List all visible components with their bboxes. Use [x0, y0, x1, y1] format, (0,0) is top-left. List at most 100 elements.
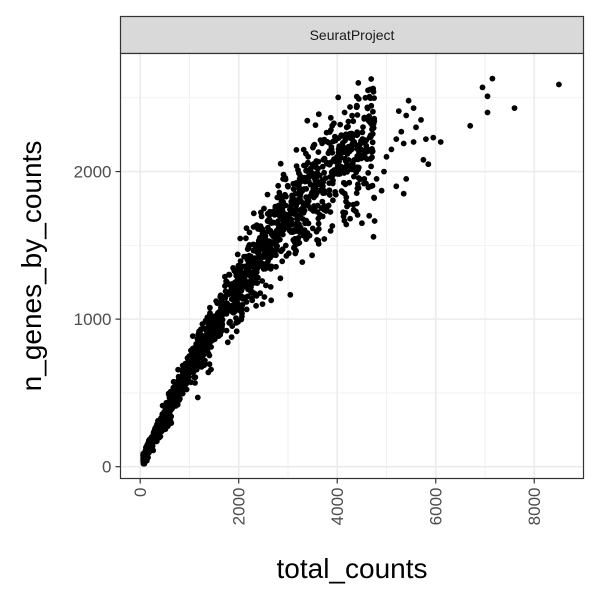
- data-point: [156, 424, 163, 431]
- data-point: [259, 253, 266, 260]
- data-point: [234, 251, 241, 258]
- data-point: [250, 256, 257, 263]
- data-point: [425, 161, 432, 168]
- data-point: [277, 275, 284, 282]
- data-point: [269, 239, 275, 245]
- data-point: [479, 84, 486, 91]
- axis-ticks: [115, 170, 535, 484]
- data-point: [378, 187, 385, 194]
- data-point: [326, 129, 333, 135]
- data-point: [355, 175, 362, 181]
- data-point: [315, 165, 321, 172]
- data-point: [295, 235, 302, 241]
- data-point: [369, 126, 375, 133]
- data-point: [145, 448, 152, 455]
- data-point: [355, 80, 362, 86]
- data-point: [290, 186, 297, 193]
- data-point: [301, 227, 308, 234]
- data-point: [369, 117, 376, 124]
- data-point: [212, 320, 219, 326]
- data-point: [273, 246, 280, 252]
- data-point: [164, 420, 171, 427]
- data-point: [200, 348, 207, 354]
- data-point: [238, 316, 245, 323]
- data-point: [347, 148, 353, 155]
- data-point: [283, 193, 289, 200]
- data-point: [511, 105, 518, 111]
- data-point: [296, 183, 302, 190]
- data-point: [208, 344, 215, 350]
- data-point: [205, 369, 212, 376]
- data-point: [291, 245, 297, 251]
- data-point: [413, 124, 419, 131]
- data-point: [328, 144, 335, 150]
- data-point: [237, 235, 244, 242]
- data-point: [155, 434, 162, 441]
- data-point: [556, 81, 562, 88]
- data-point: [303, 199, 310, 206]
- data-point: [303, 217, 310, 224]
- data-point: [238, 283, 245, 290]
- data-point: [226, 271, 232, 278]
- data-point: [262, 242, 268, 249]
- data-point: [216, 317, 223, 323]
- data-point: [226, 306, 233, 313]
- x-tick-label: 6000: [427, 488, 446, 526]
- data-point: [366, 212, 373, 219]
- data-point: [321, 206, 327, 213]
- data-point: [437, 139, 444, 145]
- data-point: [194, 394, 201, 401]
- data-point: [314, 189, 320, 196]
- data-point: [239, 263, 246, 270]
- data-point: [199, 339, 206, 346]
- data-point: [275, 182, 282, 189]
- data-point: [335, 135, 342, 142]
- data-point: [371, 195, 378, 202]
- data-point: [410, 139, 417, 145]
- data-point: [343, 198, 349, 205]
- data-point: [294, 225, 301, 232]
- data-point: [190, 359, 197, 366]
- data-point: [395, 108, 402, 114]
- data-point: [195, 360, 202, 366]
- data-point: [277, 160, 284, 167]
- data-point: [349, 166, 356, 173]
- data-point: [263, 282, 269, 289]
- data-point: [274, 194, 281, 201]
- data-point: [166, 410, 173, 416]
- data-point: [276, 189, 283, 196]
- data-point: [321, 236, 328, 242]
- data-point: [243, 306, 250, 313]
- data-point: [430, 134, 437, 141]
- data-point: [265, 257, 272, 264]
- data-point: [317, 137, 324, 144]
- data-point: [223, 280, 230, 287]
- data-point: [234, 289, 241, 295]
- data-point: [202, 317, 209, 324]
- data-point: [467, 122, 474, 129]
- data-point: [197, 329, 203, 335]
- data-point: [243, 225, 250, 232]
- data-point: [249, 297, 256, 304]
- data-point: [354, 212, 361, 218]
- data-point: [246, 229, 253, 236]
- data-point: [253, 274, 260, 280]
- data-point: [245, 279, 252, 285]
- data-point: [310, 144, 316, 151]
- data-point: [250, 247, 257, 254]
- data-point: [393, 183, 400, 190]
- data-point: [185, 355, 192, 361]
- data-point: [267, 284, 274, 290]
- data-point: [182, 360, 189, 367]
- data-point: [250, 263, 256, 269]
- data-point: [341, 180, 347, 186]
- data-point: [420, 156, 427, 163]
- data-point: [369, 139, 376, 146]
- data-point: [299, 259, 306, 265]
- data-point: [353, 200, 360, 207]
- x-tick-label: 0: [131, 488, 150, 497]
- data-point: [338, 150, 345, 157]
- data-point: [325, 202, 332, 209]
- data-point: [340, 144, 347, 151]
- x-tick-label: 4000: [328, 488, 347, 526]
